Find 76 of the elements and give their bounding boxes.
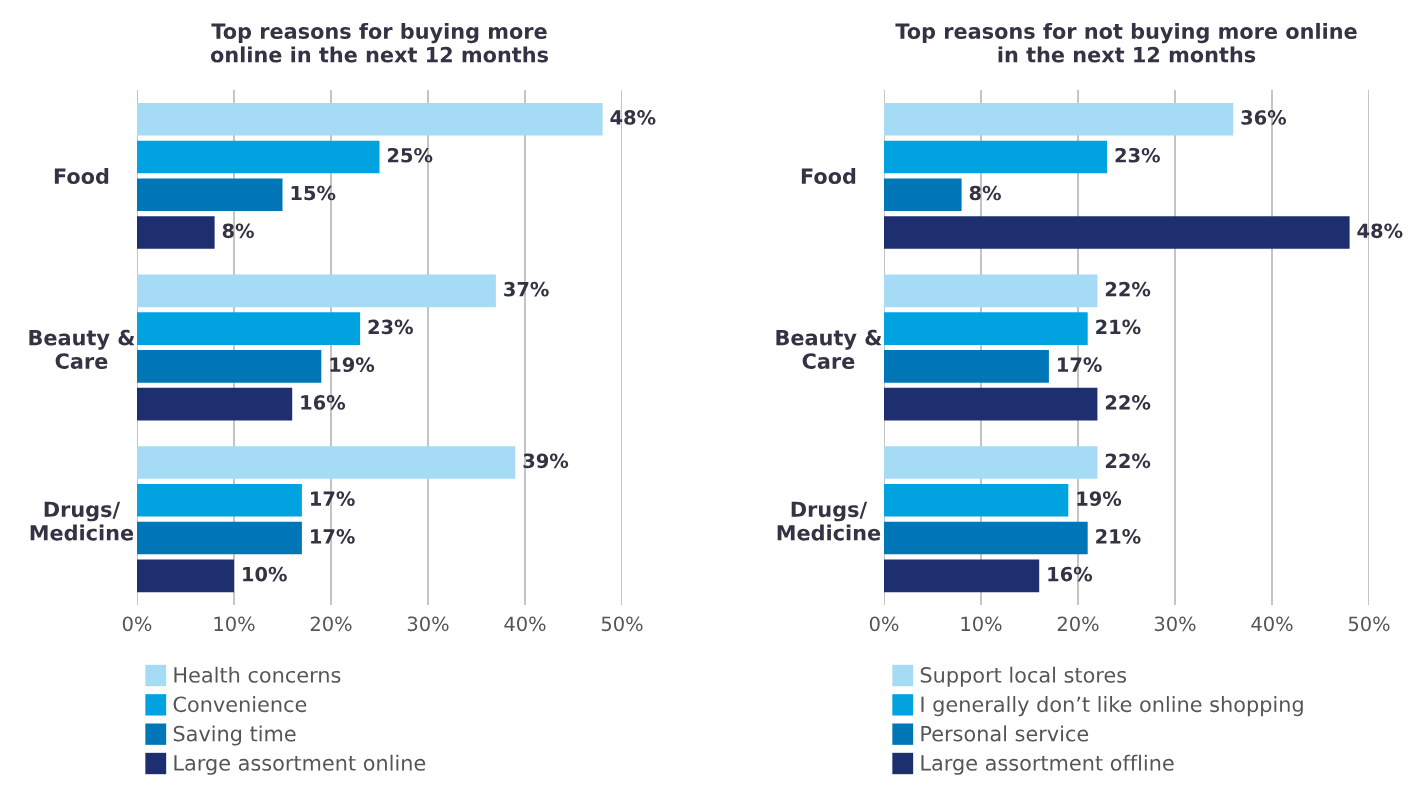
y-tick-label: Beauty & Care (29, 329, 135, 369)
x-tick-label: 30% (407, 616, 449, 632)
x-tick-label: 10% (961, 616, 1002, 632)
data-label: 48% (1357, 223, 1403, 239)
bar (137, 559, 234, 593)
bar (884, 216, 1350, 249)
bar (137, 102, 603, 136)
legend-label: Personal service (921, 725, 1089, 742)
bar (137, 521, 302, 555)
bar (137, 446, 516, 479)
data-label: 22% (1105, 395, 1151, 410)
x-tick-label: 30% (1154, 616, 1196, 632)
data-label: 17% (311, 528, 355, 544)
bar (137, 216, 215, 249)
bar (884, 274, 1098, 308)
legend-label: Convenience (173, 696, 307, 713)
data-label: 22% (1105, 281, 1151, 297)
x-tick-label: 10% (214, 616, 255, 632)
bar (137, 387, 293, 421)
bar (884, 559, 1040, 593)
data-label: 16% (1048, 566, 1093, 582)
bar (884, 350, 1049, 383)
data-label: 21% (1096, 528, 1141, 544)
data-label: 37% (504, 281, 549, 297)
bar (884, 178, 962, 212)
bar (137, 350, 322, 383)
legend-label: Health concerns (174, 666, 341, 683)
data-label: 48% (610, 110, 656, 125)
legend-label: I generally don’t like online shopping (921, 696, 1303, 717)
data-label: 10% (243, 566, 287, 582)
x-tick-label: 50% (601, 616, 643, 632)
x-tick-label: 40% (1251, 616, 1293, 632)
y-tick-label: Food (54, 167, 109, 185)
legend-label: Large assortment offline (921, 754, 1174, 775)
data-label: 23% (368, 319, 413, 335)
bar (137, 274, 496, 308)
legend-label: Large assortment online (174, 754, 426, 775)
data-label: 19% (330, 357, 375, 373)
y-tick-label: Drugs/ Medicine (30, 501, 134, 541)
bar (137, 483, 302, 517)
x-tick-label: 50% (1348, 616, 1390, 632)
y-tick-label: Drugs/ Medicine (777, 501, 881, 541)
bar (137, 178, 283, 212)
legend-label: Saving time (173, 725, 296, 746)
data-label: 17% (311, 491, 355, 506)
data-label: 8% (222, 223, 254, 239)
x-tick-label: 40% (504, 616, 546, 632)
bar (884, 312, 1088, 345)
data-label: 25% (387, 147, 433, 163)
bar (884, 387, 1098, 421)
bar (884, 521, 1088, 555)
x-tick-label: 0% (869, 616, 899, 632)
data-label: 23% (1115, 147, 1160, 163)
data-label: 17% (1058, 357, 1102, 373)
data-label: 39% (523, 453, 569, 469)
data-label: 8% (969, 185, 1001, 201)
x-tick-label: 20% (310, 616, 352, 632)
bar (884, 483, 1069, 517)
data-label: 19% (1077, 491, 1122, 506)
bar (884, 140, 1108, 174)
x-tick-label: 0% (122, 616, 152, 632)
bar (884, 446, 1098, 479)
y-tick-label: Food (801, 167, 856, 185)
legend-label: Support local stores (920, 666, 1127, 687)
bar (137, 140, 380, 174)
chart-title: Top reasons for buying more online in the next 12 months (210, 22, 548, 63)
data-label: 21% (1096, 319, 1141, 335)
x-tick-label: 20% (1057, 616, 1099, 632)
data-label: 22% (1105, 453, 1151, 469)
data-label: 36% (1241, 110, 1287, 125)
chart-title: Top reasons for not buying more online in the next 12 months (895, 22, 1357, 63)
data-label: 16% (301, 395, 346, 410)
data-label: 15% (291, 185, 336, 201)
bar (884, 102, 1234, 136)
bar (137, 312, 361, 345)
y-tick-label: Beauty & Care (776, 329, 882, 369)
